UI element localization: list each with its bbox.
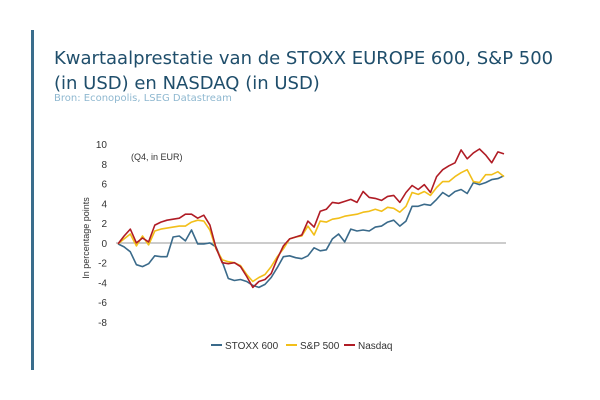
source-note: Bron: Econopolis, LSEG Datastream [54,93,232,104]
y-tick-label: 0 [101,239,107,250]
y-tick-label: -6 [98,298,107,309]
y-tick-label: 10 [96,140,108,151]
series-line-1 [117,168,505,283]
y-axis-label: In percentage points [81,197,91,279]
y-tick-label: 8 [101,160,107,171]
legend-label: STOXX 600 [225,341,279,352]
accent-bar [31,30,34,370]
chart-title: Kwartaalprestatie van de STOXX EUROPE 60… [54,48,554,94]
y-tick-label: 6 [101,180,107,191]
legend-label: Nasdaq [358,341,392,352]
legend: STOXX 600 S&P 500 Nasdaq [211,341,392,352]
y-tick-label: 2 [101,219,107,230]
legend-label: S&P 500 [300,341,340,352]
chart-annotation: (Q4, in EUR) [131,152,183,162]
series-lines [117,148,505,289]
series-line-2 [117,148,505,289]
y-tick-label: 4 [101,199,107,210]
y-axis: 10 8 6 4 2 0 -2 -4 -6 -8 [96,140,108,329]
y-tick-label: -2 [98,259,107,270]
y-tick-label: -8 [98,318,107,329]
y-tick-label: -4 [98,278,107,289]
series-line-0 [117,174,505,289]
